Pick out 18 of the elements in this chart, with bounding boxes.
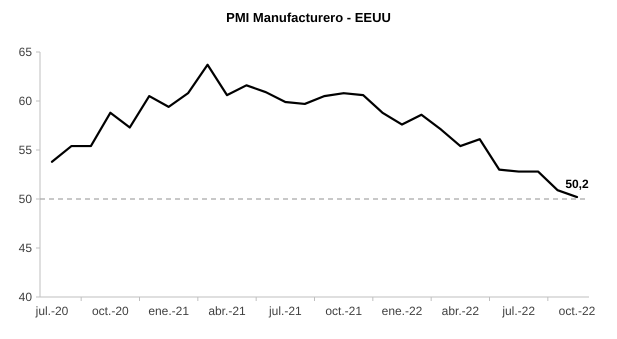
x-tick-label: jul.-21 [268, 304, 302, 318]
y-tick-label: 45 [18, 241, 32, 256]
x-tick-label: jul.-20 [34, 304, 69, 318]
x-tick-label: ene.-22 [382, 304, 423, 318]
x-tick-label: abr.-21 [208, 304, 246, 318]
chart-title: PMI Manufacturero - EEUU [226, 10, 391, 25]
x-tick-label: jul.-22 [501, 304, 536, 318]
y-tick-label: 60 [18, 94, 32, 108]
x-tick-label: oct.-20 [92, 304, 129, 318]
y-tick-label: 50 [18, 192, 32, 206]
y-tick-label: 65 [18, 45, 32, 60]
data-label: 50,2 [565, 177, 589, 192]
x-tick-label: oct.-21 [325, 304, 362, 318]
y-tick-label: 55 [18, 143, 32, 158]
x-tick-label: ene.-21 [148, 304, 190, 318]
x-tick-label: abr.-22 [442, 304, 480, 318]
y-tick-label: 40 [18, 290, 32, 304]
x-tick-label: oct.-22 [558, 304, 596, 318]
